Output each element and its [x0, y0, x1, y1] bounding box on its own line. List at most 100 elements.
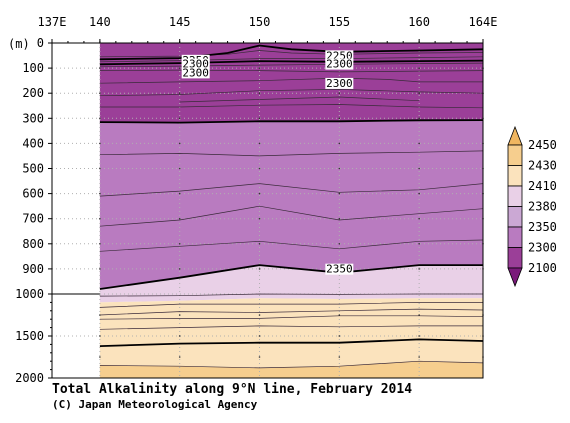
station-dot: [178, 117, 181, 120]
station-dot: [178, 67, 181, 69]
station-dot: [99, 314, 101, 316]
station-dot: [338, 243, 341, 245]
y-tick-label-900: 900: [22, 262, 44, 276]
contour-label-bg: [325, 263, 354, 275]
y-tick-label-800: 800: [22, 237, 44, 251]
contour-bold-2300-2: [99, 119, 484, 124]
station-dot: [418, 314, 420, 316]
x-axis-ticks: 137E 140 145 150 155 160 164E: [38, 15, 497, 43]
station-dot: [178, 356, 181, 358]
bold-contours: [99, 44, 484, 347]
y-tick-label-500: 500: [22, 162, 44, 176]
region-2430: [99, 361, 484, 378]
contour-label-2300: 2300: [326, 77, 353, 90]
station-dot: [178, 92, 181, 94]
legend-bottom-arrow: [507, 267, 523, 288]
color-legend: 2450 2430 2410 2380 2350 2300 2100: [507, 125, 557, 288]
station-dot: [99, 268, 101, 270]
legend-top-arrow: [507, 125, 523, 146]
contour-thin-2: [99, 62, 484, 68]
contour-thin-6: [179, 96, 420, 103]
thin-contours: [99, 50, 484, 369]
contour-thin-1: [99, 56, 484, 63]
station-dot: [418, 217, 420, 220]
contour-label-2300: 2300: [182, 66, 209, 79]
station-dot: [258, 243, 261, 245]
y-tick-label-2000: 2000: [15, 371, 44, 385]
contour-thin-3: [99, 69, 484, 73]
station-dot: [178, 167, 181, 170]
station-dot: [178, 243, 181, 245]
contour-thin-8: [99, 150, 484, 157]
station-dot: [99, 167, 101, 170]
station-dot: [99, 67, 101, 69]
station-dot: [258, 142, 261, 145]
y-tick-label-1500: 1500: [15, 329, 44, 343]
y-tick-label-1000: 1000: [15, 287, 44, 301]
station-dot: [258, 167, 261, 170]
station-dot: [99, 335, 101, 337]
station-dot: [418, 268, 420, 270]
y-tick-label-100: 100: [22, 61, 44, 75]
station-dot: [338, 192, 341, 195]
y-tick-label-700: 700: [22, 212, 44, 226]
legend-box-2300: [507, 226, 523, 248]
contour-label-2300: 2300: [326, 58, 353, 71]
station-dot: [418, 167, 420, 170]
contour-thin-12: [99, 293, 483, 297]
legend-box-2350: [507, 206, 523, 228]
legend-box-2430: [507, 144, 523, 166]
station-dot: [418, 92, 420, 94]
station-dot: [338, 356, 341, 358]
station-dot: [258, 268, 261, 270]
y-tick-label-300: 300: [22, 111, 44, 125]
station-dot: [258, 314, 261, 316]
station-dot: [338, 167, 341, 170]
legend-label-2380: 2380: [528, 200, 557, 214]
x-tick-label-155: 155: [328, 15, 350, 29]
y-axis-unit-label: (m): [8, 37, 30, 51]
station-dot: [258, 192, 261, 195]
station-dot: [338, 92, 341, 94]
contour-thin-15: [99, 315, 484, 320]
contour-thin-17: [99, 360, 484, 369]
station-dot: [418, 67, 420, 69]
contour-thin-16: [99, 325, 483, 330]
station-dot: [178, 268, 181, 270]
station-dot: [418, 335, 420, 337]
station-dot: [99, 117, 101, 120]
contour-bold-2300-1: [99, 59, 484, 66]
contour-label-2350: 2350: [326, 263, 353, 276]
legend-label-2450: 2450: [528, 138, 557, 152]
station-dot: [338, 117, 341, 120]
station-dot: [338, 217, 341, 220]
station-dot: [338, 335, 341, 337]
legend-label-2410: 2410: [528, 179, 557, 193]
station-dot: [418, 356, 420, 358]
y-tick-label-400: 400: [22, 136, 44, 150]
station-dot: [418, 243, 420, 245]
station-dot: [258, 217, 261, 220]
legend-box-2100: [507, 247, 523, 269]
contour-thin-13: [99, 302, 483, 308]
station-dot: [178, 335, 181, 337]
station-dot: [178, 142, 181, 145]
legend-label-2430: 2430: [528, 159, 557, 173]
station-dot: [418, 142, 420, 145]
contour-thin-14: [99, 308, 484, 316]
station-dot: [178, 217, 181, 220]
x-tick-label-137E: 137E: [38, 15, 67, 29]
station-dot: [99, 192, 101, 195]
contour-thin-5: [99, 89, 484, 97]
plot-frame: [51, 42, 484, 379]
station-dot: [418, 117, 420, 120]
contour-label-bg: [181, 58, 210, 70]
region-2350: [99, 120, 484, 289]
station-dot: [99, 243, 101, 245]
chart-credit: (C) Japan Meteorological Agency: [52, 398, 258, 411]
legend-label-2350: 2350: [528, 220, 557, 234]
contour-label-bg: [325, 58, 354, 70]
contour-thin-7: [99, 104, 484, 109]
x-tick-label-145: 145: [169, 15, 191, 29]
legend-box-2380: [507, 185, 523, 207]
